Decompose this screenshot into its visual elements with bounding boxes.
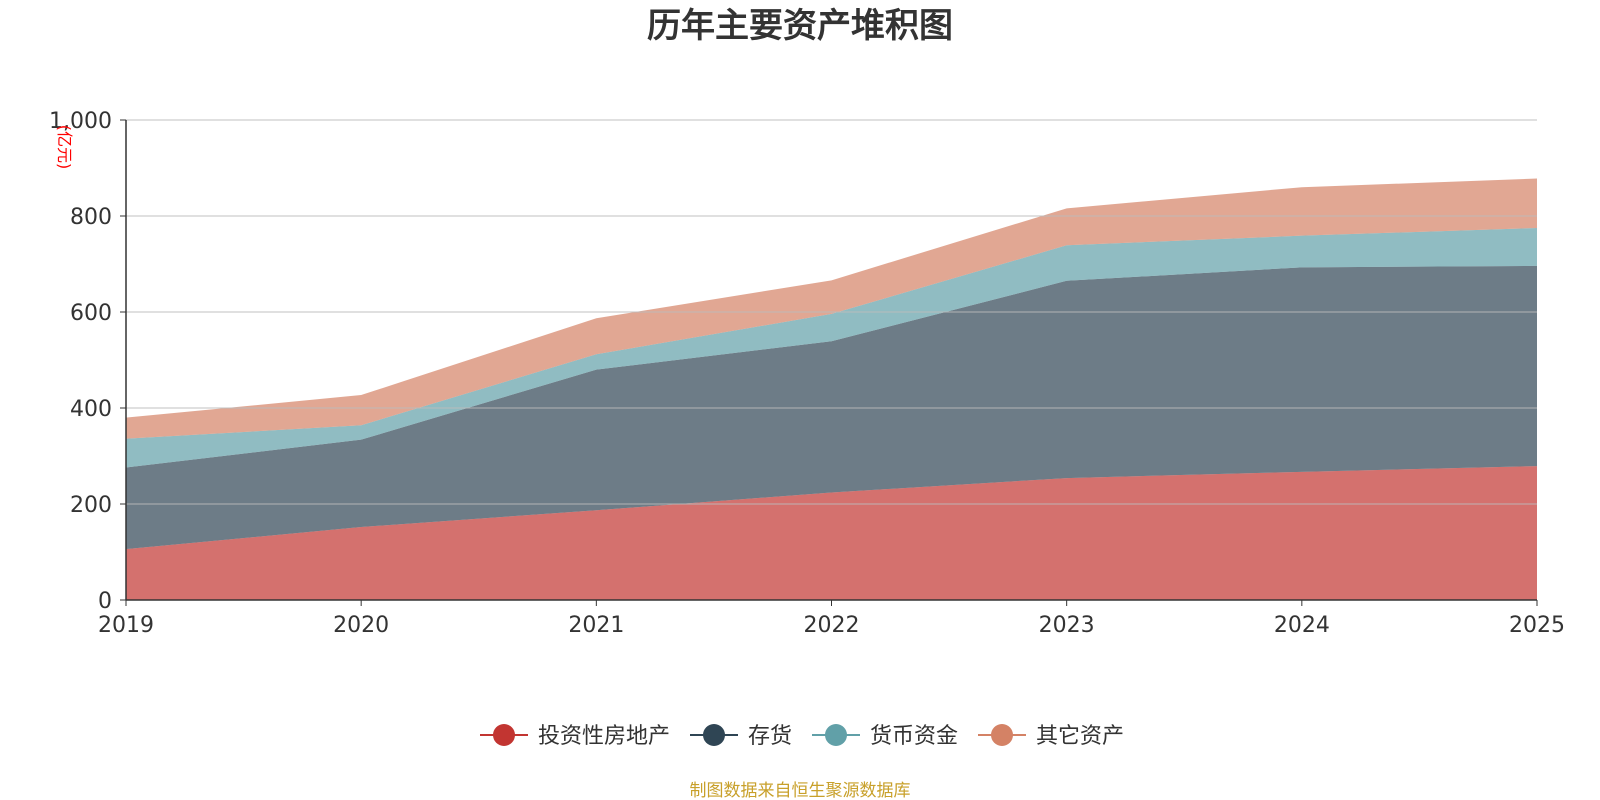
chart-title: 历年主要资产堆积图 bbox=[647, 6, 953, 46]
y-tick-label-2: 400 bbox=[70, 397, 112, 422]
legend-circle-marker bbox=[493, 724, 515, 746]
legend-circle-marker bbox=[703, 724, 725, 746]
y-tick-label-0: 0 bbox=[98, 589, 112, 614]
legend-item-2[interactable]: 货币资金 bbox=[812, 724, 958, 749]
y-tick-label-3: 600 bbox=[70, 301, 112, 326]
x-tick-label-4: 2023 bbox=[1039, 613, 1095, 638]
legend-item-1[interactable]: 存货 bbox=[690, 724, 792, 749]
legend-circle-marker bbox=[825, 724, 847, 746]
series-areas bbox=[126, 178, 1537, 600]
x-tick-label-5: 2024 bbox=[1274, 613, 1330, 638]
x-tick-label-3: 2022 bbox=[804, 613, 860, 638]
legend-circle-marker bbox=[991, 724, 1013, 746]
area-series-2 bbox=[126, 228, 1537, 468]
x-tick-label-2: 2021 bbox=[568, 613, 624, 638]
legend-label: 货币资金 bbox=[870, 724, 958, 749]
axes: 0 200 400 600 800 1,000 2019 2020 2021 2022 2023 20… bbox=[49, 109, 1565, 638]
y-tick-label-1: 200 bbox=[70, 493, 112, 518]
data-source-note: 制图数据来自恒生聚源数据库 bbox=[690, 781, 911, 800]
legend-label: 其它资产 bbox=[1036, 724, 1124, 749]
x-tick-label-1: 2020 bbox=[333, 613, 389, 638]
legend-item-3[interactable]: 其它资产 bbox=[978, 724, 1124, 749]
legend: 投资性房地产 存货 货币资金 其它资产 bbox=[480, 724, 1124, 749]
legend-label: 投资性房地产 bbox=[538, 724, 670, 749]
y-tick-label-5: 1,000 bbox=[49, 109, 112, 134]
y-axis-unit-label: (亿元) bbox=[55, 125, 74, 170]
legend-item-0[interactable]: 投资性房地产 bbox=[480, 724, 670, 749]
y-tick-label-4: 800 bbox=[70, 205, 112, 230]
x-tick-label-0: 2019 bbox=[98, 613, 154, 638]
area-series-3 bbox=[126, 178, 1537, 439]
area-series-0 bbox=[126, 466, 1537, 600]
x-tick-label-6: 2025 bbox=[1509, 613, 1565, 638]
legend-label: 存货 bbox=[748, 724, 792, 749]
